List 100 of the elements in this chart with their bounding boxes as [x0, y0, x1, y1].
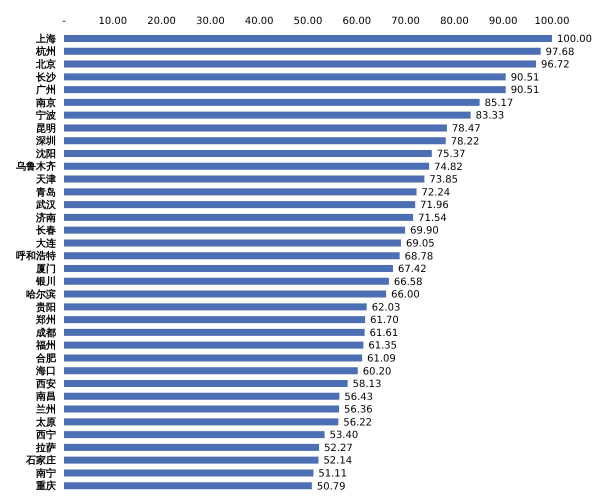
bar	[64, 482, 312, 490]
bar	[64, 239, 401, 246]
bar	[64, 86, 506, 94]
bar	[64, 406, 340, 413]
bar	[64, 469, 314, 476]
y-tick-label: 呼和浩特	[16, 250, 56, 262]
data-label: 66.00	[391, 290, 420, 301]
data-label: 62.03	[372, 302, 400, 314]
data-label: 73.85	[429, 174, 458, 186]
bar	[64, 444, 320, 451]
data-label: 69.90	[410, 226, 439, 237]
bar	[64, 303, 367, 310]
data-label: 56.22	[343, 417, 372, 428]
y-tick-label: 杭州	[35, 46, 56, 58]
x-tick-label: 50.00	[294, 16, 322, 27]
bar	[64, 380, 348, 387]
data-label: 96.72	[540, 60, 570, 71]
data-label: 56.36	[344, 404, 373, 416]
y-tick-label: 石家庄	[25, 454, 56, 467]
data-label: 61.09	[367, 353, 396, 364]
data-label: 78.47	[452, 123, 481, 134]
data-label: 60.20	[362, 366, 392, 378]
data-label: 58.13	[352, 379, 382, 390]
y-tick-label: 重庆	[35, 480, 56, 492]
x-tick-label: 60.00	[342, 16, 372, 27]
bar	[64, 290, 386, 298]
y-tick-label: 济南	[35, 212, 56, 224]
y-tick-label: 厦门	[35, 262, 56, 275]
y-tick-label: 兰州	[35, 403, 56, 416]
y-tick-label: 拉萨	[35, 442, 56, 454]
y-tick-label: 沈阳	[35, 148, 56, 160]
bar	[64, 124, 447, 132]
bar	[64, 456, 318, 464]
data-label: 69.05	[406, 238, 435, 250]
data-label: 100.00	[557, 34, 592, 46]
data-label: 72.24	[422, 187, 450, 198]
x-tick-label: 10.00	[98, 16, 128, 27]
x-tick-label: 100.00	[534, 16, 570, 27]
bar	[64, 226, 406, 234]
y-tick-label: 大连	[35, 237, 57, 250]
y-tick-label: 武汉	[35, 199, 57, 212]
data-label: 75.37	[436, 149, 466, 160]
y-tick-label: 北京	[35, 58, 56, 70]
y-tick-label: 天津	[35, 173, 56, 186]
y-tick-label: 长沙	[35, 71, 57, 84]
bar	[64, 150, 432, 157]
y-tick-label: 合肥	[35, 352, 57, 364]
data-label: 61.70	[370, 315, 399, 326]
data-label: 97.68	[546, 46, 574, 58]
y-tick-label: 西安	[35, 378, 56, 390]
data-label: 90.51	[510, 85, 540, 96]
y-tick-label: 太原	[35, 416, 56, 428]
data-label: 61.61	[370, 328, 398, 339]
y-tick-label: 宁波	[36, 110, 57, 122]
y-tick-label: 银川	[35, 276, 56, 288]
y-tick-label: 广州	[35, 84, 56, 96]
data-label: 51.11	[318, 468, 348, 480]
data-label: 90.51	[510, 72, 540, 84]
x-tick-label: 80.00	[440, 16, 469, 27]
y-tick-label: 南昌	[35, 390, 56, 403]
bar	[64, 354, 362, 362]
y-tick-label: 深圳	[35, 135, 56, 148]
y-tick-label: 哈尔滨	[26, 288, 56, 300]
bar	[64, 278, 389, 285]
x-tick-label: 30.00	[196, 16, 225, 27]
x-tick-label: 90.00	[488, 16, 518, 27]
y-tick-label: 海口	[35, 365, 56, 378]
data-label: 56.43	[344, 392, 374, 403]
data-label: 50.79	[316, 481, 346, 492]
bar	[64, 431, 325, 438]
data-label: 53.40	[330, 430, 358, 442]
bar	[64, 328, 365, 336]
y-tick-label: 成都	[35, 326, 56, 339]
bar	[64, 162, 430, 170]
x-tick-label: 70.00	[391, 16, 420, 27]
x-tick-label: 40.00	[244, 16, 274, 27]
data-label: 61.35	[368, 340, 398, 352]
data-label: 66.58	[394, 276, 423, 288]
y-tick-label: 昆明	[36, 122, 56, 134]
y-tick-label: 郑州	[35, 314, 56, 326]
data-label: 74.82	[434, 162, 463, 173]
data-label: 71.96	[420, 200, 449, 212]
y-tick-label: 青岛	[35, 186, 56, 198]
bar	[64, 176, 424, 183]
y-tick-label: 福州	[35, 340, 56, 352]
data-label: 52.27	[324, 442, 353, 454]
y-tick-label: 乌鲁木齐	[15, 160, 56, 173]
bar	[64, 367, 358, 374]
data-label: 71.54	[418, 212, 447, 224]
x-tick-label: 20.00	[147, 16, 176, 27]
y-tick-label: 长春	[35, 224, 56, 237]
bar	[64, 342, 364, 349]
x-tick-label: -	[62, 16, 66, 27]
data-label: 68.78	[404, 251, 434, 262]
bar	[64, 48, 541, 55]
bar	[64, 73, 506, 80]
bar	[64, 201, 416, 208]
bar	[64, 316, 366, 324]
data-label: 67.42	[398, 264, 427, 276]
bar	[64, 137, 446, 144]
